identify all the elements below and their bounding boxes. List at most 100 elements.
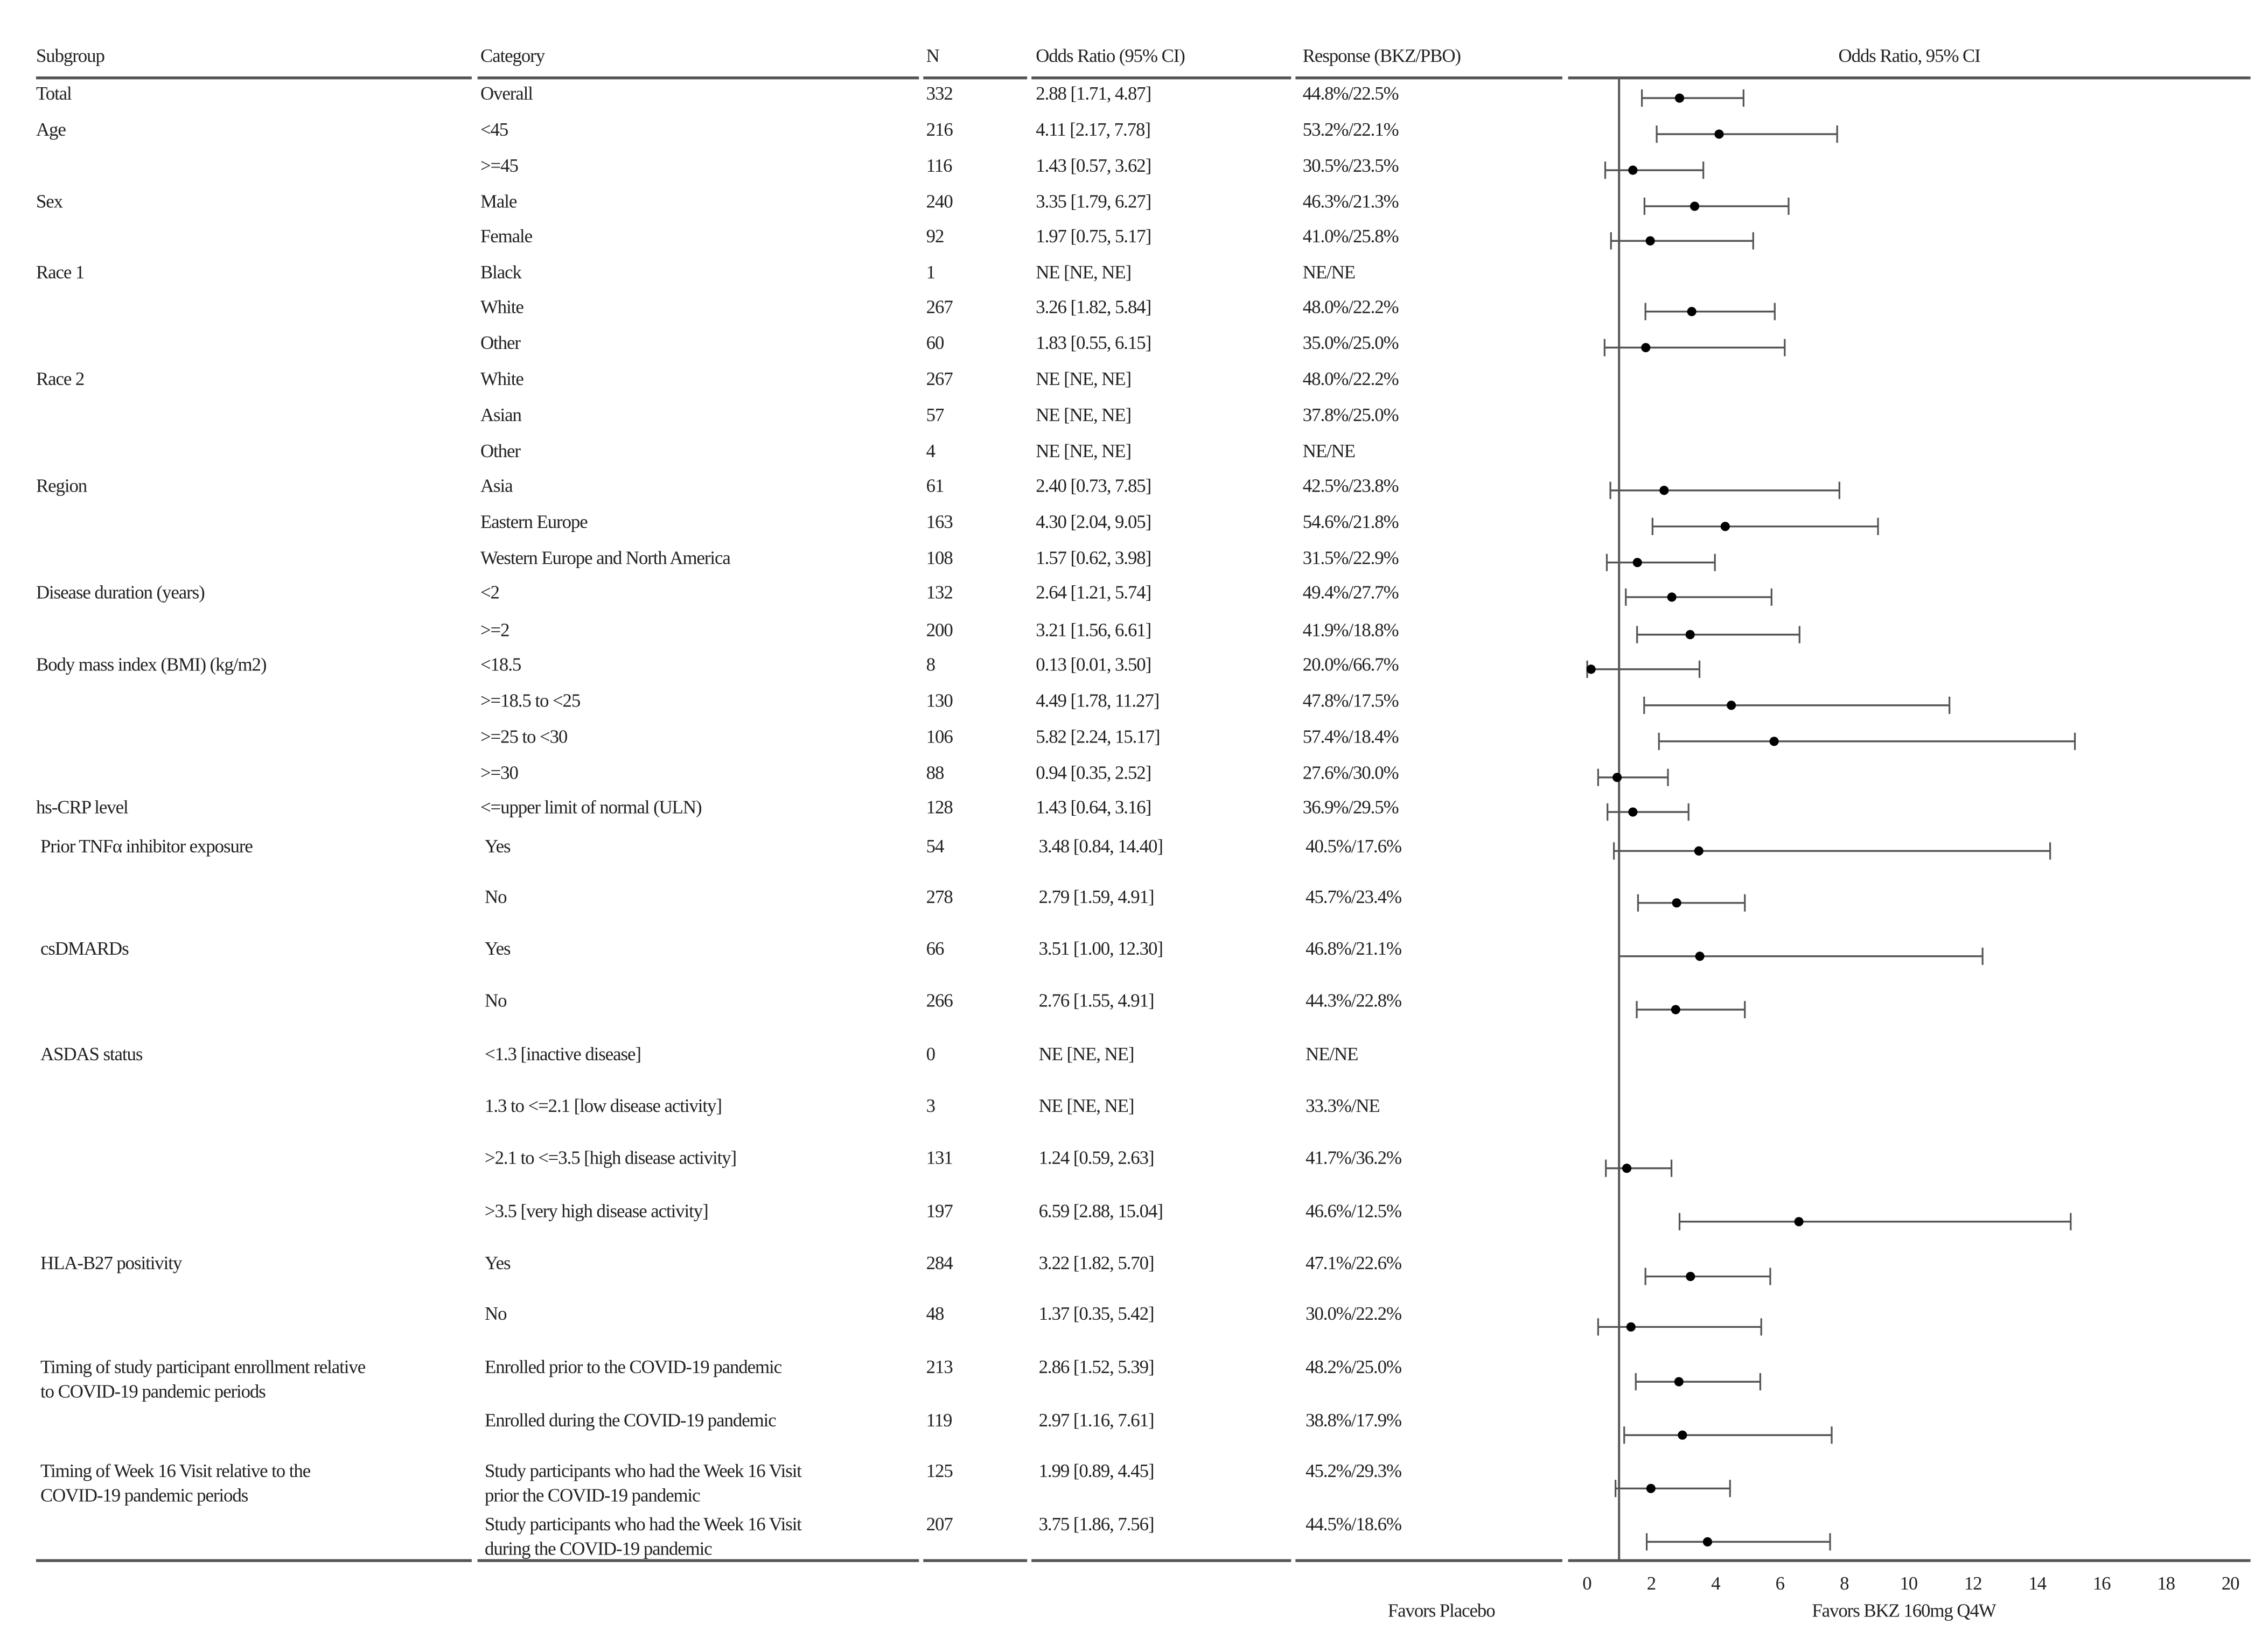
row-n: 200 bbox=[926, 619, 953, 641]
row-odds-ratio: 3.51 [1.00, 12.30] bbox=[1038, 937, 1163, 960]
point-estimate bbox=[1687, 307, 1696, 317]
row-odds-ratio: 1.43 [0.64, 3.16] bbox=[1036, 796, 1151, 818]
row-odds-ratio: 2.86 [1.52, 5.39] bbox=[1038, 1355, 1155, 1378]
row-category: >2.1 to <=3.5 [high disease activity] bbox=[485, 1146, 737, 1168]
row-subgroup: Age bbox=[36, 118, 66, 140]
row-response: 41.0%/25.8% bbox=[1302, 225, 1399, 247]
row-n: 131 bbox=[926, 1146, 953, 1168]
row-category: Overall bbox=[480, 82, 533, 104]
row-category: <2 bbox=[480, 581, 500, 603]
row-n: 48 bbox=[926, 1302, 945, 1324]
row-odds-ratio: 5.82 [2.24, 15.17] bbox=[1036, 725, 1160, 747]
favors-bkz-label: Favors BKZ 160mg Q4W bbox=[1812, 1599, 1996, 1621]
row-odds-ratio: 0.94 [0.35, 2.52] bbox=[1036, 761, 1151, 783]
row-category: Enrolled during the COVID-19 pandemic bbox=[485, 1409, 777, 1431]
row-response: 47.8%/17.5% bbox=[1302, 689, 1399, 711]
point-estimate bbox=[1678, 1430, 1687, 1440]
row-n: 197 bbox=[926, 1200, 953, 1222]
row-response: NE/NE bbox=[1302, 261, 1356, 283]
row-n: 240 bbox=[926, 190, 953, 212]
row-odds-ratio: NE [NE, NE] bbox=[1036, 439, 1132, 462]
row-response: 46.3%/21.3% bbox=[1302, 190, 1399, 212]
row-odds-ratio: 2.88 [1.71, 4.87] bbox=[1036, 82, 1151, 104]
x-tick-label: 16 bbox=[2093, 1573, 2111, 1594]
point-estimate bbox=[1674, 93, 1685, 103]
row-odds-ratio: 2.64 [1.21, 5.74] bbox=[1036, 581, 1151, 603]
row-odds-ratio: 2.79 [1.59, 4.91] bbox=[1038, 885, 1155, 907]
row-category: >=45 bbox=[480, 154, 519, 176]
row-n: 278 bbox=[926, 885, 953, 907]
header-rule bbox=[1295, 76, 1562, 80]
row-odds-ratio: NE [NE, NE] bbox=[1038, 1095, 1135, 1117]
row-subgroup: Total bbox=[36, 82, 72, 104]
point-estimate bbox=[1626, 1322, 1636, 1332]
row-response: 48.2%/25.0% bbox=[1305, 1355, 1402, 1378]
row-n: 1 bbox=[926, 261, 935, 283]
header-subgroup: Subgroup bbox=[36, 45, 105, 67]
row-category: 1.3 to <=2.1 [low disease activity] bbox=[485, 1095, 722, 1117]
row-response: 44.3%/22.8% bbox=[1305, 989, 1402, 1011]
point-estimate bbox=[1727, 701, 1736, 710]
point-estimate bbox=[1671, 1005, 1680, 1014]
row-subgroup: Race 2 bbox=[36, 368, 85, 390]
row-n: 128 bbox=[926, 796, 953, 818]
point-estimate bbox=[1612, 773, 1622, 782]
row-n: 88 bbox=[926, 761, 945, 783]
row-response: 46.8%/21.1% bbox=[1305, 937, 1402, 960]
x-tick-label: 20 bbox=[2222, 1573, 2239, 1594]
row-n: 332 bbox=[926, 82, 953, 104]
row-odds-ratio: NE [NE, NE] bbox=[1036, 368, 1132, 390]
row-subgroup: Timing of Week 16 Visit relative to the … bbox=[40, 1459, 311, 1506]
row-n: 0 bbox=[926, 1042, 935, 1065]
x-tick-label: 14 bbox=[2028, 1573, 2046, 1594]
row-subgroup: hs-CRP level bbox=[36, 796, 129, 818]
row-n: 61 bbox=[926, 474, 945, 496]
row-category: Male bbox=[480, 190, 517, 212]
row-subgroup: Timing of study participant enrollment r… bbox=[40, 1355, 366, 1402]
row-n: 8 bbox=[926, 653, 935, 675]
row-response: 30.5%/23.5% bbox=[1302, 154, 1399, 176]
point-estimate bbox=[1645, 236, 1655, 246]
bottom-rule bbox=[923, 1559, 1028, 1562]
row-odds-ratio: 3.22 [1.82, 5.70] bbox=[1038, 1252, 1155, 1274]
row-n: 116 bbox=[926, 154, 953, 176]
row-subgroup: HLA-B27 positivity bbox=[40, 1252, 182, 1274]
header-rule bbox=[36, 76, 472, 80]
header-category: Category bbox=[480, 45, 545, 67]
row-subgroup: Body mass index (BMI) (kg/m2) bbox=[36, 653, 267, 675]
point-estimate bbox=[1674, 1377, 1684, 1387]
row-response: 48.0%/22.2% bbox=[1302, 296, 1399, 318]
row-category: Eastern Europe bbox=[480, 510, 588, 533]
point-estimate bbox=[1659, 486, 1669, 495]
row-response: 45.7%/23.4% bbox=[1305, 885, 1402, 907]
row-category: Asia bbox=[480, 474, 513, 496]
row-n: 92 bbox=[926, 225, 945, 247]
row-subgroup: Region bbox=[36, 474, 87, 496]
row-n: 267 bbox=[926, 296, 953, 318]
row-n: 213 bbox=[926, 1355, 953, 1378]
row-category: >=2 bbox=[480, 619, 510, 641]
row-odds-ratio: 1.43 [0.57, 3.62] bbox=[1036, 154, 1151, 176]
point-estimate bbox=[1632, 558, 1642, 568]
row-response: 46.6%/12.5% bbox=[1305, 1200, 1402, 1222]
row-n: 54 bbox=[926, 835, 945, 857]
row-n: 125 bbox=[926, 1459, 953, 1481]
row-n: 163 bbox=[926, 510, 953, 533]
row-response: 20.0%/66.7% bbox=[1302, 653, 1399, 675]
row-odds-ratio: 2.40 [0.73, 7.85] bbox=[1036, 474, 1151, 496]
row-odds-ratio: 1.24 [0.59, 2.63] bbox=[1038, 1146, 1155, 1168]
row-n: 66 bbox=[926, 937, 945, 960]
row-odds-ratio: NE [NE, NE] bbox=[1036, 404, 1132, 426]
point-estimate bbox=[1695, 951, 1705, 961]
row-subgroup: Race 1 bbox=[36, 261, 85, 283]
row-category: Black bbox=[480, 261, 522, 283]
row-odds-ratio: 1.37 [0.35, 5.42] bbox=[1038, 1302, 1155, 1324]
row-n: 266 bbox=[926, 989, 953, 1011]
row-response: 45.2%/29.3% bbox=[1305, 1459, 1402, 1481]
row-n: 60 bbox=[926, 332, 945, 354]
header-plot: Odds Ratio, 95% CI bbox=[1838, 45, 1981, 67]
row-response: 44.8%/22.5% bbox=[1302, 82, 1399, 104]
row-category: White bbox=[480, 368, 524, 390]
row-odds-ratio: 1.57 [0.62, 3.98] bbox=[1036, 547, 1151, 569]
